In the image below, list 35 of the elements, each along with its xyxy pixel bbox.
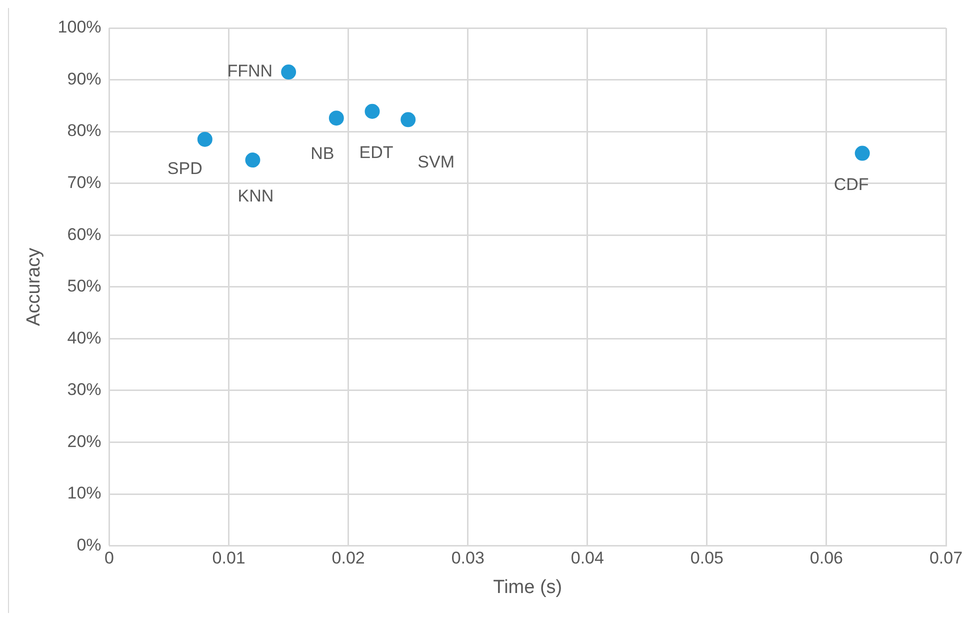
y-tick-label: 60% <box>67 224 102 244</box>
y-tick-label: 10% <box>67 484 102 503</box>
x-tick-label: 0.03 <box>451 548 484 568</box>
point <box>400 112 416 128</box>
x-tick-label: 0.07 <box>929 548 963 568</box>
y-tick-label: 70% <box>67 173 102 192</box>
annotation: FFNN <box>227 62 273 81</box>
x-tick-label: 0.02 <box>332 548 365 568</box>
annotation: SVM <box>418 152 455 172</box>
y-axis-title: Accuracy <box>24 247 45 326</box>
annotation: SPD <box>167 159 202 178</box>
point <box>197 132 212 147</box>
y-tick-label: 20% <box>67 432 102 451</box>
x-axis-title: Time (s) <box>493 576 562 598</box>
y-tick-label: 50% <box>67 276 102 296</box>
point <box>364 104 380 119</box>
annotation: CDF <box>834 174 869 194</box>
y-tick-label: 100% <box>58 18 102 37</box>
x-tick-label: 0.04 <box>570 548 604 568</box>
point <box>854 146 870 161</box>
y-tick-label: 80% <box>67 121 102 140</box>
y-tick-label: 30% <box>67 380 102 400</box>
point <box>245 152 260 168</box>
x-tick-label: 0.05 <box>690 548 724 568</box>
point <box>328 110 344 126</box>
annotation: KNN <box>238 186 274 206</box>
point <box>281 64 296 80</box>
y-tick-label: 0% <box>76 535 102 554</box>
x-tick-label: 0 <box>104 548 114 568</box>
annotation: EDT <box>359 143 394 162</box>
annotation: NB <box>310 144 334 163</box>
y-tick-label: 90% <box>67 69 102 88</box>
x-tick-label: 0.06 <box>810 548 844 568</box>
x-tick-label: 0.01 <box>212 548 246 568</box>
y-tick-label: 40% <box>67 328 102 348</box>
